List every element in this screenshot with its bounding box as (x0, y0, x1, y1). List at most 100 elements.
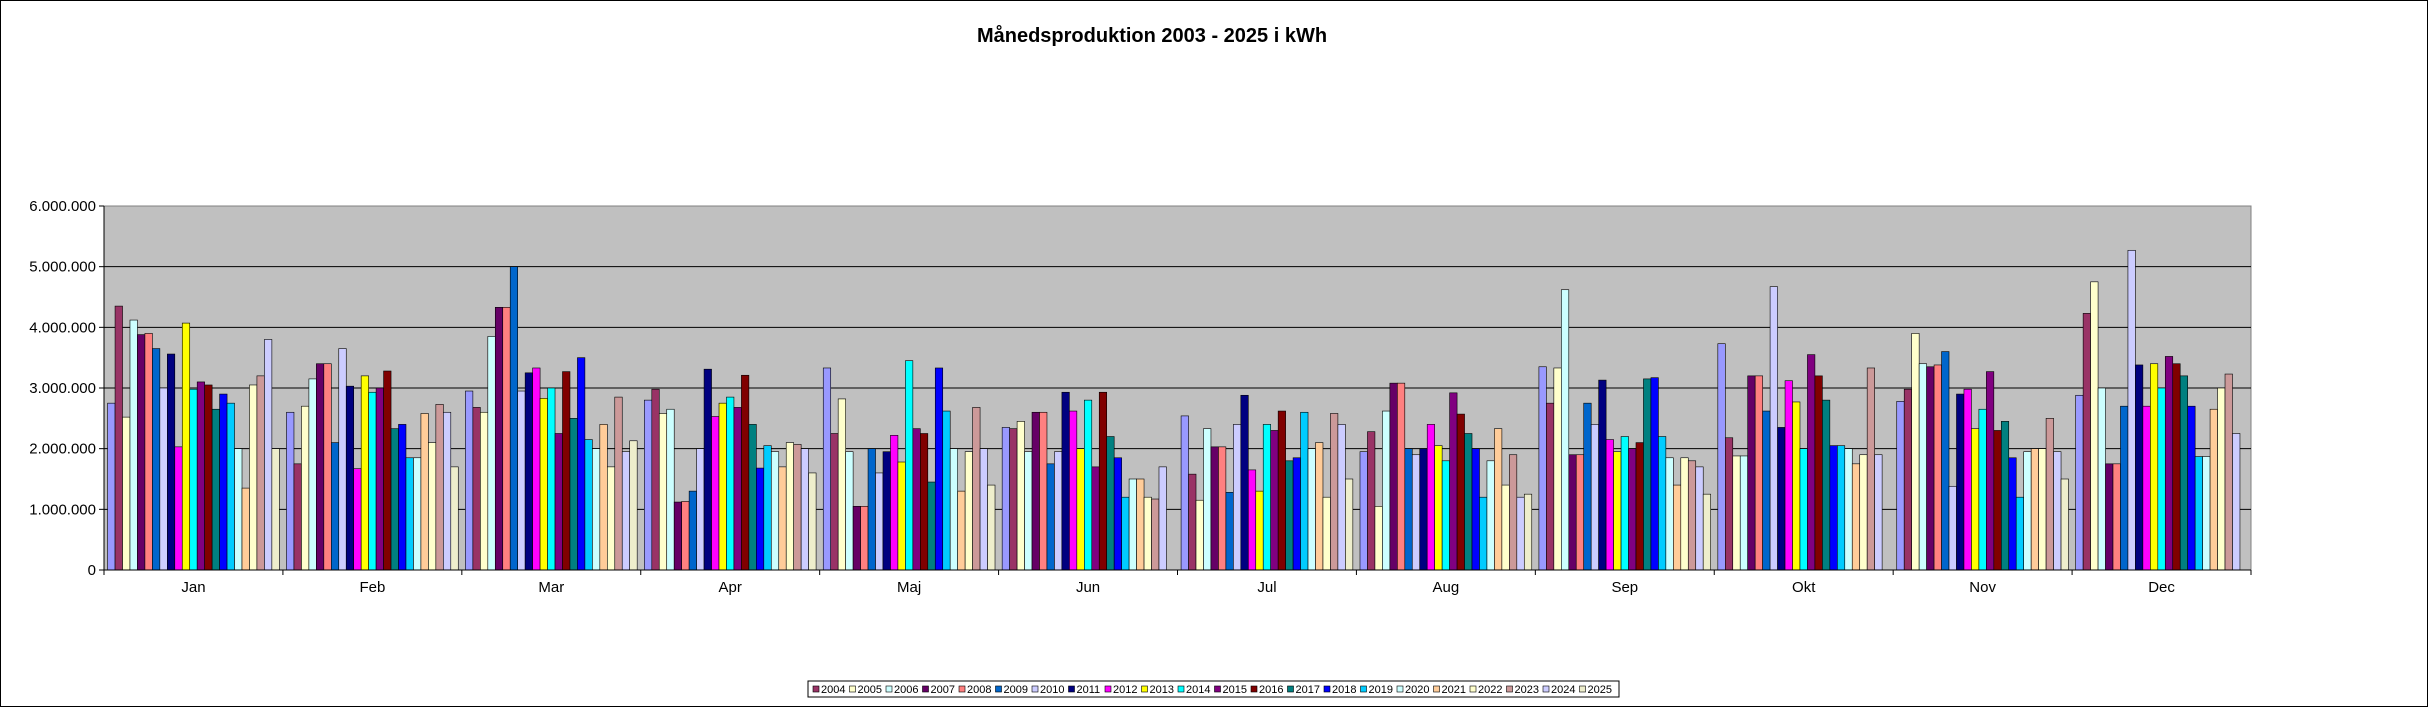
bar-2009-Aug (1404, 448, 1413, 571)
bar-2019-Jun (1121, 496, 1130, 571)
bar-2021-Okt (1851, 463, 1861, 571)
bar-2009-Jun (1046, 463, 1055, 571)
bar-2020-Okt (1844, 448, 1853, 571)
legend-swatch (995, 685, 1002, 693)
legend-swatch (1214, 685, 1221, 693)
bar-2010-Jun (1054, 451, 1063, 571)
bar-2003-Dec (2075, 394, 2084, 571)
bar-2011-Mar (524, 372, 533, 571)
bar-2009-Maj (867, 448, 876, 571)
legend-label: 2023 (1515, 684, 1539, 696)
bar-2010-Dec (2127, 249, 2136, 571)
bar-2018-Dec (2187, 405, 2196, 571)
bar-2017-Aug (1464, 433, 1473, 571)
bar-2008-Apr (681, 501, 690, 571)
bar-2003-Okt (1717, 343, 1726, 571)
bar-2008-Feb (323, 363, 332, 571)
bar-2003-Jun (1001, 427, 1010, 571)
bar-2009-Nov (1941, 351, 1950, 571)
bar-2011-Apr (703, 368, 712, 571)
bar-2004-Dec (2082, 313, 2091, 571)
legend-label: 2025 (1588, 684, 1612, 696)
bar-2007-Aug (1389, 382, 1398, 571)
bar-2011-Jun (1061, 391, 1070, 571)
bar-2011-Sep (1598, 379, 1607, 571)
legend-swatch (1323, 685, 1331, 693)
bar-2017-Jan (211, 408, 220, 571)
bar-2006-Aug (1382, 410, 1391, 571)
legend-swatch (1360, 685, 1367, 693)
bar-2004-Aug (1367, 431, 1376, 571)
bar-2024-Okt (1874, 454, 1883, 571)
bar-2012-Maj (890, 435, 899, 571)
legend-label: 2011 (1077, 684, 1101, 696)
bar-2009-Jul (1225, 492, 1234, 571)
bar-2023-Okt (1866, 367, 1875, 571)
legend-swatch (1542, 685, 1550, 693)
bar-2024-Jan (264, 339, 273, 571)
bar-2021-Jan (241, 487, 250, 571)
bar-2022-Apr (785, 442, 794, 571)
legend-label: 2006 (894, 684, 918, 696)
bar-2016-Jan (204, 384, 213, 571)
bar-2008-Jan (144, 333, 153, 571)
bar-2025-Sep (1702, 493, 1711, 571)
bar-2006-Nov (1918, 363, 1927, 571)
bar-2015-Mar (554, 433, 563, 571)
bar-2025-Maj (987, 484, 996, 571)
legend-label: 2004 (821, 684, 845, 696)
bar-2011-Feb (345, 385, 355, 571)
legend-swatch (1396, 685, 1404, 693)
bar-2014-Maj (905, 360, 914, 571)
y-tick-label: 1.000.000 (29, 501, 96, 518)
bar-2025-Nov (2060, 478, 2069, 571)
bar-2013-Okt (1792, 401, 1801, 571)
bar-2014-Jan (189, 388, 198, 571)
legend-swatch (1104, 685, 1112, 693)
bar-2011-Dec (2135, 364, 2144, 571)
bar-2007-Mar (494, 307, 504, 571)
bar-2013-Mar (539, 398, 548, 571)
bar-2023-Jan (256, 375, 265, 571)
bar-2011-Jul (1240, 394, 1249, 571)
bar-2003-Nov (1896, 401, 1905, 571)
bar-2003-Maj (822, 367, 832, 571)
bar-2008-Mar (502, 307, 511, 571)
bar-2011-Aug (1419, 448, 1428, 571)
bar-2021-Dec (2209, 408, 2218, 571)
bar-2025-Mar (629, 440, 638, 571)
bar-2024-Maj (979, 448, 988, 571)
bar-2019-Okt (1837, 445, 1846, 571)
bar-2006-Sep (1561, 289, 1570, 571)
bar-2005-Feb (301, 405, 310, 571)
bar-2015-Jul (1270, 430, 1279, 571)
bar-2015-Okt (1807, 354, 1816, 571)
bar-2009-Jan (152, 348, 161, 571)
bar-2014-Dec (2157, 387, 2166, 571)
bar-2003-Jul (1180, 415, 1189, 571)
bar-2022-Jan (249, 384, 258, 571)
bar-2021-Sep (1673, 484, 1682, 571)
legend-swatch (922, 685, 929, 693)
bar-2014-Jul (1262, 424, 1271, 571)
bar-2023-Dec (2224, 373, 2233, 571)
legend-label: 2014 (1186, 684, 1210, 696)
bar-2004-Jan (114, 305, 123, 571)
x-tick-label: Dec (2148, 579, 2175, 596)
bar-2018-Jun (1113, 457, 1122, 571)
bar-2020-Maj (949, 448, 958, 571)
legend-swatch (849, 685, 856, 693)
bar-2016-Jun (1098, 391, 1108, 571)
bar-2015-Aug (1449, 392, 1458, 571)
bars (107, 249, 2241, 571)
bar-2010-Sep (1590, 424, 1599, 571)
bar-2006-Mar (487, 336, 496, 571)
bar-2023-Jun (1151, 498, 1160, 571)
chart-title: Månedsproduktion 2003 - 2025 i kWh (977, 24, 1327, 47)
bar-2013-Jul (1255, 490, 1264, 571)
bar-2012-Jan (174, 446, 183, 571)
legend-swatch (1433, 685, 1440, 693)
bar-2020-Nov (2023, 451, 2032, 571)
bar-2022-Jul (1322, 496, 1331, 571)
bar-2016-Sep (1635, 442, 1644, 571)
